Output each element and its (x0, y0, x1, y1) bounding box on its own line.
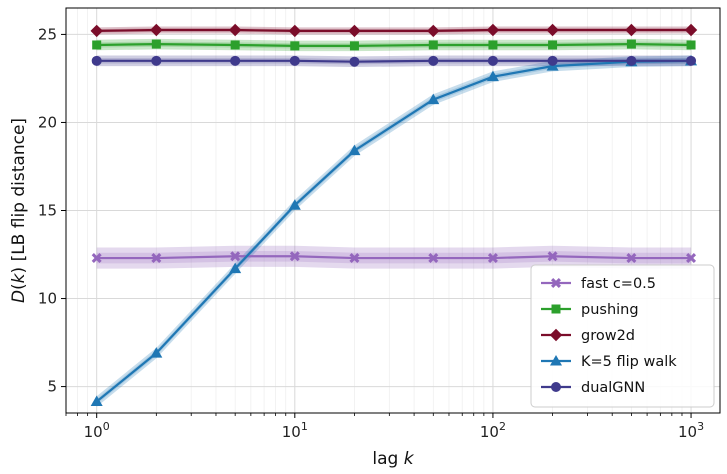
data-point (150, 23, 163, 37)
legend-marker (551, 304, 561, 314)
data-point (626, 55, 637, 66)
legend-entry: fast c=0.5 (541, 276, 656, 292)
data-point (289, 251, 300, 262)
series-line (96, 255, 692, 260)
series-group (92, 39, 696, 51)
data-point (228, 23, 242, 37)
series-group (91, 251, 697, 264)
data-point (686, 253, 697, 264)
y-tick-label: 10 (38, 290, 57, 308)
legend-label: grow2d (581, 328, 635, 344)
x-tick-label: 100 (84, 420, 110, 441)
data-point (349, 253, 360, 264)
data-point (428, 253, 439, 264)
x-tick-label: 101 (282, 420, 308, 441)
data-point (290, 41, 300, 51)
legend-entry: K=5 flip walk (541, 354, 677, 370)
data-point (151, 253, 162, 264)
legend-label: pushing (581, 302, 639, 318)
series-inner-band (96, 58, 692, 405)
data-point (486, 70, 499, 82)
data-point (427, 24, 440, 38)
data-point (348, 24, 361, 38)
data-point (349, 41, 359, 51)
data-point (684, 23, 698, 37)
data-point (91, 55, 102, 66)
data-point (547, 55, 558, 66)
data-point (92, 40, 102, 50)
x-tick-label: 102 (480, 420, 506, 441)
data-point (230, 55, 241, 66)
legend-marker (550, 355, 562, 366)
data-point (91, 253, 102, 264)
legend: fast c=0.5 pushing grow2d K=5 flip walk dual… (530, 264, 715, 408)
series-line (96, 42, 692, 47)
series-line (96, 59, 692, 63)
y-tick-label: 5 (47, 378, 57, 396)
data-point (229, 262, 242, 274)
data-point (90, 24, 103, 38)
y-tick-label: 25 (38, 25, 57, 43)
data-point (348, 144, 361, 156)
legend-marker (549, 328, 563, 342)
legend-label: dualGNN (581, 380, 645, 396)
data-point (427, 93, 440, 105)
series-group (90, 23, 698, 38)
data-point (547, 251, 558, 262)
data-point (230, 251, 241, 262)
tick-layer: 100 101 102 103 5 10 15 20 25 (38, 25, 704, 441)
data-point (90, 395, 103, 407)
data-point (288, 199, 301, 210)
data-point (626, 253, 637, 264)
data-point (150, 347, 163, 358)
legend-label: fast c=0.5 (581, 276, 656, 292)
data-point (230, 40, 240, 50)
data-point (488, 40, 498, 50)
series-line (95, 59, 692, 403)
data-point (625, 23, 638, 37)
legend-box (530, 264, 715, 408)
x-axis-label: lag k (372, 449, 414, 469)
x-tick-label: 103 (678, 420, 704, 441)
series-group (91, 55, 697, 67)
data-point (487, 55, 498, 66)
grid-layer (65, 8, 720, 413)
legend-marker (551, 278, 561, 288)
legend-entry: grow2d (541, 328, 635, 344)
data-point (486, 23, 500, 37)
data-point (288, 24, 302, 38)
legend-entry: dualGNN (541, 380, 645, 396)
data-point (487, 253, 498, 264)
y-axis-label: D(k) [LB flip distance] (9, 118, 29, 303)
data-point (428, 55, 439, 66)
legend-marker (551, 382, 561, 392)
y-tick-label: 15 (38, 202, 57, 220)
data-point (548, 40, 558, 50)
data-point (349, 56, 360, 67)
data-point (289, 55, 300, 66)
y-tick-label: 20 (38, 113, 57, 131)
data-point (151, 39, 161, 49)
data-point (428, 40, 438, 50)
legend-entry: pushing (541, 302, 639, 318)
data-point (686, 40, 696, 50)
data-point (686, 55, 697, 66)
legend-label: K=5 flip walk (581, 354, 677, 370)
data-point (151, 55, 162, 66)
data-point (626, 39, 636, 49)
series-layer (90, 23, 698, 407)
data-point (546, 23, 559, 37)
series-line (96, 28, 692, 32)
